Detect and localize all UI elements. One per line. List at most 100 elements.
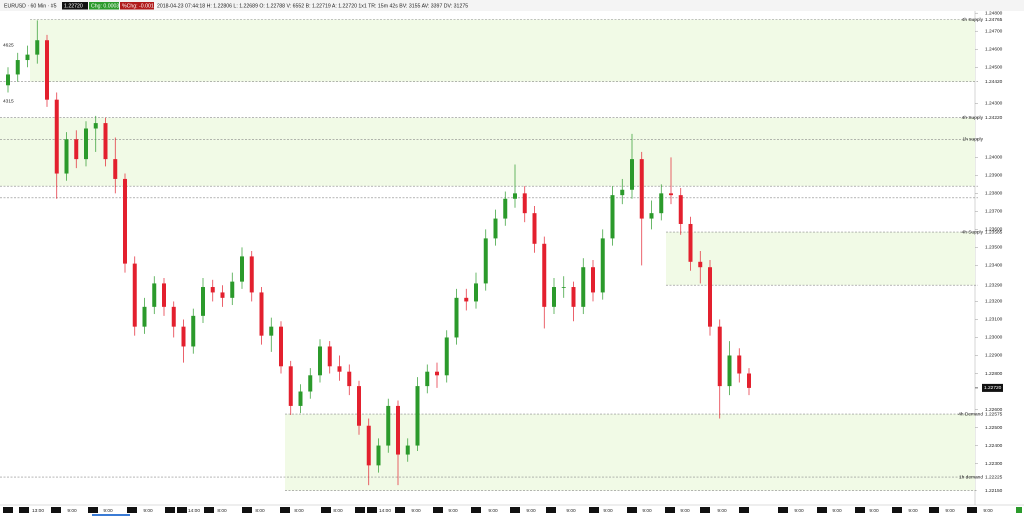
x-tick-label: 9:00 xyxy=(67,508,77,514)
candle-body xyxy=(386,405,391,446)
candle-body xyxy=(347,371,352,387)
level-label: 4h Supply xyxy=(962,17,984,23)
candle-body xyxy=(54,99,59,174)
candle-body xyxy=(191,315,196,347)
level-label: 1h demand xyxy=(959,474,983,480)
y-tick-label: 1.23000 xyxy=(985,335,1003,341)
candle-body xyxy=(435,371,439,376)
candle-body xyxy=(142,306,147,327)
level-price: 1.24220 xyxy=(985,115,1003,121)
y-tick-label: 1.23100 xyxy=(985,317,1003,323)
y-tick-label: 1.24600 xyxy=(985,47,1003,53)
candle-body xyxy=(405,445,410,455)
candle-body xyxy=(659,193,664,214)
candle-body xyxy=(474,283,478,302)
pct-change-box xyxy=(120,2,154,10)
y-tick-label: 1.24300 xyxy=(985,101,1003,107)
candle-body xyxy=(552,287,556,307)
candle-body xyxy=(259,292,264,336)
date-box xyxy=(242,507,252,513)
y-tick-label: 1.22900 xyxy=(985,353,1003,359)
date-box xyxy=(546,507,556,513)
candle-body xyxy=(571,287,576,307)
date-box xyxy=(929,507,939,513)
x-tick-label: 9:00 xyxy=(566,508,576,514)
candle-body xyxy=(327,346,332,367)
candle-body xyxy=(35,40,40,55)
candle-body xyxy=(610,195,615,239)
x-tick-label: 9:00 xyxy=(603,508,613,514)
scroll-indicator xyxy=(92,514,130,516)
date-box xyxy=(367,507,377,513)
candle-body xyxy=(737,355,742,374)
x-tick-label: 9:00 xyxy=(945,508,955,514)
candle-body xyxy=(132,263,137,327)
level-label: 4h Supply xyxy=(962,229,984,235)
x-tick-label: 9:00 xyxy=(526,508,536,514)
candle-body xyxy=(171,306,176,327)
candle-body xyxy=(454,297,459,338)
level-price: 1.22575 xyxy=(985,411,1003,417)
candle-body xyxy=(113,159,118,179)
y-tick-label: 1.23200 xyxy=(985,299,1003,305)
zone xyxy=(30,19,975,82)
zone xyxy=(0,117,975,187)
date-box xyxy=(817,507,827,513)
candle-body xyxy=(240,256,244,282)
candle-body xyxy=(210,287,215,293)
candle-body xyxy=(542,243,547,307)
candle-body xyxy=(532,213,537,244)
date-box xyxy=(51,507,61,513)
candle-body xyxy=(230,281,235,298)
candle-body xyxy=(74,139,79,160)
candle-body xyxy=(425,371,430,387)
candle-body xyxy=(201,287,205,316)
candle-body xyxy=(649,213,654,219)
x-tick-label: 13:00 xyxy=(32,508,44,514)
x-tick-label: 9:00 xyxy=(983,508,993,514)
candle-body xyxy=(669,193,673,196)
x-tick-label: 8:00 xyxy=(217,508,227,514)
candle-body xyxy=(620,189,625,196)
candle-body xyxy=(444,337,449,376)
candle-body xyxy=(513,193,517,199)
date-box xyxy=(471,507,481,513)
x-tick-label: 9:00 xyxy=(680,508,690,514)
left-label: 4315 xyxy=(3,98,14,104)
date-box xyxy=(204,507,214,513)
y-tick-label: 1.22600 xyxy=(985,407,1003,413)
date-box xyxy=(355,507,365,513)
date-box xyxy=(892,507,902,513)
y-tick-label: 1.24000 xyxy=(985,155,1003,161)
x-tick-label: 9:00 xyxy=(448,508,458,514)
y-tick-label: 1.23500 xyxy=(985,245,1003,251)
date-box xyxy=(19,507,29,513)
candle-body xyxy=(747,373,751,388)
candle-body xyxy=(483,238,488,284)
date-box xyxy=(855,507,865,513)
x-tick-label: 9:00 xyxy=(832,508,842,514)
x-tick-label: 9:00 xyxy=(717,508,727,514)
candle-body xyxy=(581,267,586,307)
candle-body xyxy=(288,366,293,406)
date-box xyxy=(739,507,749,513)
candle-body xyxy=(727,355,732,387)
candle-body xyxy=(464,297,469,302)
change-box xyxy=(89,2,119,10)
header-bar xyxy=(0,0,1024,11)
date-box xyxy=(321,507,331,513)
candle-body xyxy=(717,326,722,387)
y-tick-label: 1.23700 xyxy=(985,209,1003,215)
candle-body xyxy=(152,283,157,307)
x-tick-label: 9:00 xyxy=(908,508,918,514)
candle-body xyxy=(639,159,644,219)
x-tick-label: 9:00 xyxy=(794,508,804,514)
date-box xyxy=(700,507,710,513)
y-tick-label: 1.24500 xyxy=(985,65,1003,71)
y-tick-label: 1.22800 xyxy=(985,371,1003,377)
x-tick-label: 8:00 xyxy=(294,508,304,514)
candle-body xyxy=(522,193,527,214)
candle-body xyxy=(708,267,712,327)
